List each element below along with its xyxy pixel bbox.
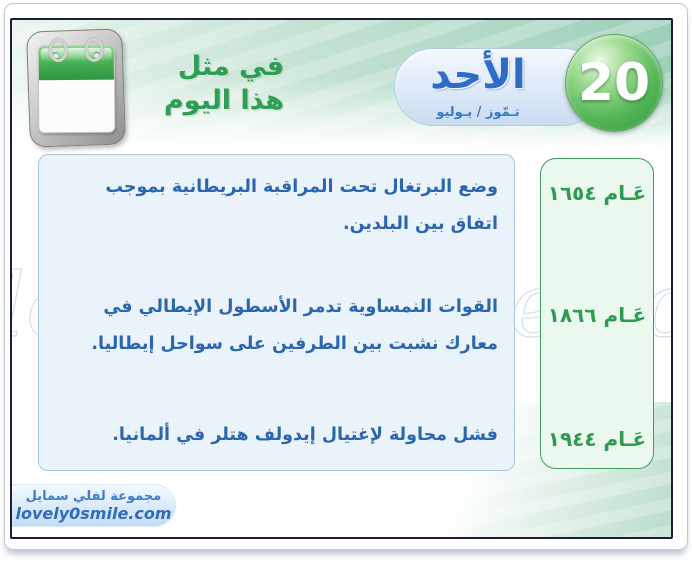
calendar-icon bbox=[26, 28, 126, 148]
event-text-1944: فشل محاولة لإغتيال إيدولف هتلر في ألماني… bbox=[112, 425, 498, 445]
events-panel: وضع البرتغال تحت المراقبة البريطانية بمو… bbox=[38, 154, 515, 471]
year-label-1944: عَـام ١٩٤٤ bbox=[547, 427, 647, 451]
page-title-line2: هذا اليوم bbox=[163, 85, 284, 116]
branding-site-url: lovely0smile.com bbox=[15, 503, 172, 523]
inner-frame: في مثل هذا اليوم الأحد تـمّوز / يـوليو 2… bbox=[10, 18, 673, 539]
calendar-icon-ring bbox=[84, 37, 104, 62]
page-title: في مثل هذا اليوم bbox=[132, 50, 284, 118]
day-name: الأحد bbox=[430, 52, 526, 98]
event-text-1654: وضع البرتغال تحت المراقبة البريطانية بمو… bbox=[105, 177, 498, 234]
branding-link[interactable]: مجموعة لفلي سمايل lovely0smile.com bbox=[12, 484, 176, 527]
month-label: تـمّوز / يـوليو bbox=[436, 105, 520, 120]
calendar-icon-ring bbox=[48, 38, 68, 63]
calendar-icon-page bbox=[37, 37, 116, 134]
event-text-1866: القوات النمساوية تدمر الأسطول الإيطالي ف… bbox=[91, 297, 498, 354]
day-number-ball: 20 bbox=[565, 34, 663, 132]
page-title-line1: في مثل bbox=[177, 51, 284, 82]
branding-group-name: مجموعة لفلي سمايل bbox=[25, 488, 162, 504]
years-panel: عَـام ١٦٥٤ عَـام ١٨٦٦ عَـام ١٩٤٤ bbox=[540, 158, 654, 469]
year-label-1866: عَـام ١٨٦٦ bbox=[547, 303, 647, 327]
year-label-1654: عَـام ١٦٥٤ bbox=[547, 181, 647, 205]
day-number: 20 bbox=[577, 53, 651, 113]
